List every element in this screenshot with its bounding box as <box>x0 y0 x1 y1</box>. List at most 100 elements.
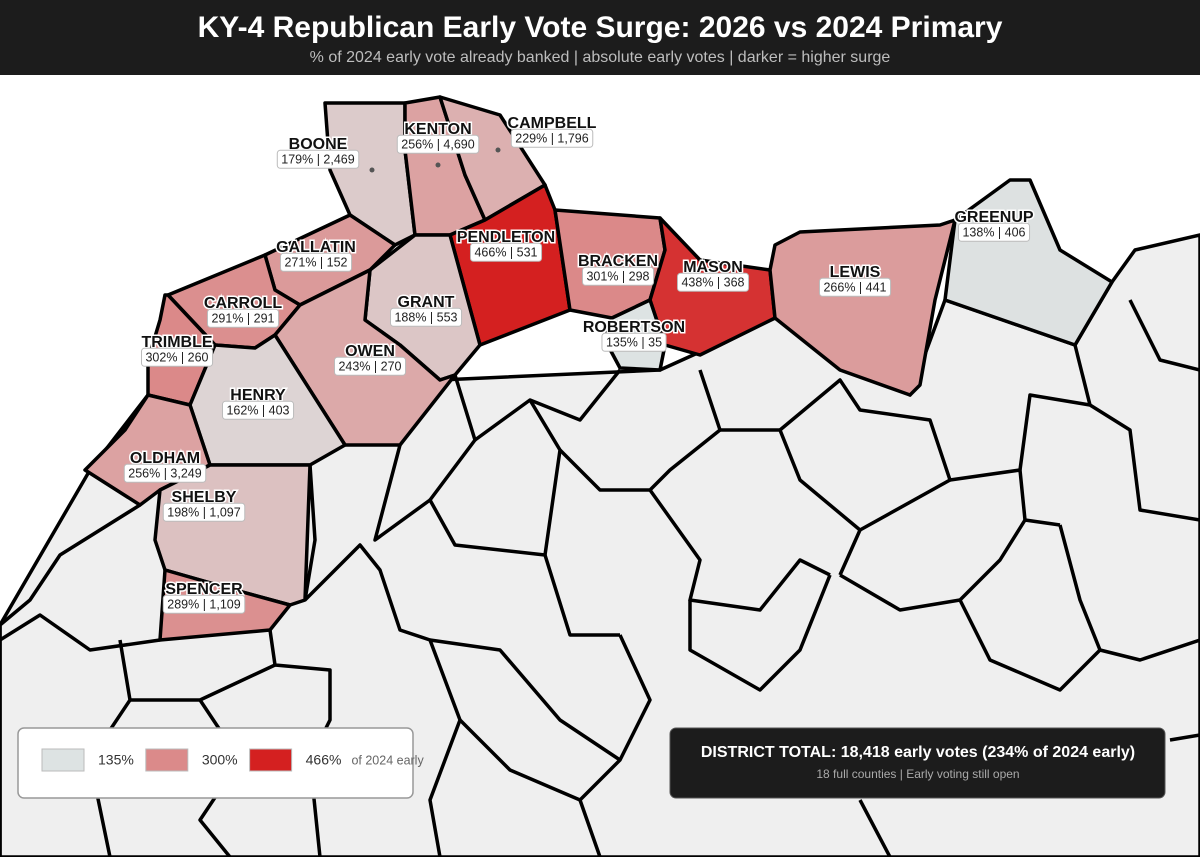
county <box>768 218 957 397</box>
label-box <box>601 332 667 352</box>
summary-bg <box>669 727 1166 799</box>
label-box <box>162 594 246 614</box>
border <box>688 574 832 692</box>
border <box>1169 733 1200 742</box>
legend-suffix: of 2024 early <box>351 753 424 767</box>
border <box>0 613 161 652</box>
county-name: SHELBY <box>172 489 237 506</box>
border <box>458 718 581 802</box>
county-name: TRIMBLE <box>141 334 212 351</box>
title: KY-4 Republican Early Vote Surge: 2026 v… <box>198 11 1003 44</box>
label-box <box>279 252 353 272</box>
leader-dot <box>369 167 375 173</box>
county-value: 162% | 403 <box>226 403 289 417</box>
subtitle: % of 2024 early vote already banked | ab… <box>310 49 891 66</box>
county-value: 466% | 531 <box>474 245 537 259</box>
county-name: BRACKEN <box>578 253 658 270</box>
legend-label: 466% <box>306 752 342 768</box>
county-name: HENRY <box>230 387 286 404</box>
county-value: 256% | 3,249 <box>128 466 201 480</box>
county-value: 301% | 298 <box>586 269 649 283</box>
label-box <box>510 128 594 148</box>
county-value: 188% | 553 <box>394 310 457 324</box>
border <box>1073 344 1092 406</box>
county-value: 302% | 260 <box>145 350 208 364</box>
county-name: OWEN <box>345 343 395 360</box>
summary-box: DISTRICT TOTAL: 18,418 early votes (234%… <box>669 727 1166 799</box>
summary-note: 18 full counties | Early voting still op… <box>816 767 1019 781</box>
county-value: 243% | 270 <box>338 359 401 373</box>
label-box <box>333 356 407 376</box>
district-counties <box>83 95 1114 642</box>
county-name: SPENCER <box>165 581 243 598</box>
border <box>720 428 862 576</box>
county-name: GREENUP <box>954 209 1033 226</box>
county-name: LEWIS <box>830 264 881 281</box>
border <box>648 488 831 612</box>
border <box>473 368 622 442</box>
legend-swatch <box>145 748 189 772</box>
label-box <box>140 347 214 367</box>
label-box <box>469 242 543 262</box>
county-name: ROBERTSON <box>583 319 685 336</box>
label-box <box>581 266 655 286</box>
county-value: 289% | 1,109 <box>167 597 240 611</box>
border <box>303 543 462 857</box>
county-value: 135% | 35 <box>606 335 662 349</box>
county-value: 198% | 1,097 <box>167 505 240 519</box>
legend-swatch <box>41 748 85 772</box>
border <box>558 369 722 492</box>
county <box>943 178 1114 347</box>
border <box>839 518 1061 612</box>
label-box <box>676 272 750 292</box>
label-box <box>389 307 463 327</box>
county-name: CARROLL <box>204 295 282 312</box>
county-name: PENDLETON <box>457 229 555 246</box>
border <box>1128 299 1200 372</box>
border <box>373 444 620 637</box>
legend-label: 135% <box>98 752 134 768</box>
county-value: 179% | 2,469 <box>281 152 354 166</box>
county-value: 291% | 291 <box>211 311 274 325</box>
county-name: GALLATIN <box>276 239 356 256</box>
county-value: 438% | 368 <box>681 275 744 289</box>
leader-dot <box>435 162 441 168</box>
border <box>130 663 276 702</box>
border <box>958 599 1200 692</box>
border <box>858 799 892 857</box>
label-box <box>818 277 892 297</box>
border <box>859 478 951 532</box>
border <box>429 638 621 762</box>
county-name: MASON <box>683 259 743 276</box>
label-box <box>276 149 360 169</box>
summary-title: DISTRICT TOTAL: 18,418 early votes (234%… <box>701 744 1135 761</box>
border <box>303 464 317 601</box>
label-box <box>396 134 480 154</box>
county-name: GRANT <box>398 294 455 311</box>
county-name: KENTON <box>404 121 471 138</box>
legend-swatch <box>249 748 293 772</box>
county-name: BOONE <box>289 136 348 153</box>
label-box <box>221 400 295 420</box>
leader-dot <box>495 147 501 153</box>
border <box>1058 524 1102 651</box>
county-value: 138% | 406 <box>962 225 1025 239</box>
legend-box <box>17 727 414 799</box>
label-box <box>206 308 280 328</box>
label-box <box>123 463 207 483</box>
county-value: 271% | 152 <box>284 255 347 269</box>
legend-label: 300% <box>202 752 238 768</box>
county-name: OLDHAM <box>130 450 200 467</box>
border <box>0 503 141 857</box>
county-name: CAMPBELL <box>508 115 597 132</box>
county-borders <box>0 299 1200 857</box>
header-bar <box>0 0 1200 75</box>
county-value: 266% | 441 <box>823 280 886 294</box>
legend: 135% 300% 466% of 2024 early <box>17 727 424 799</box>
label-box <box>162 502 246 522</box>
border <box>1018 393 1200 522</box>
county-value: 229% | 1,796 <box>515 131 588 145</box>
county-value: 256% | 4,690 <box>401 137 474 151</box>
